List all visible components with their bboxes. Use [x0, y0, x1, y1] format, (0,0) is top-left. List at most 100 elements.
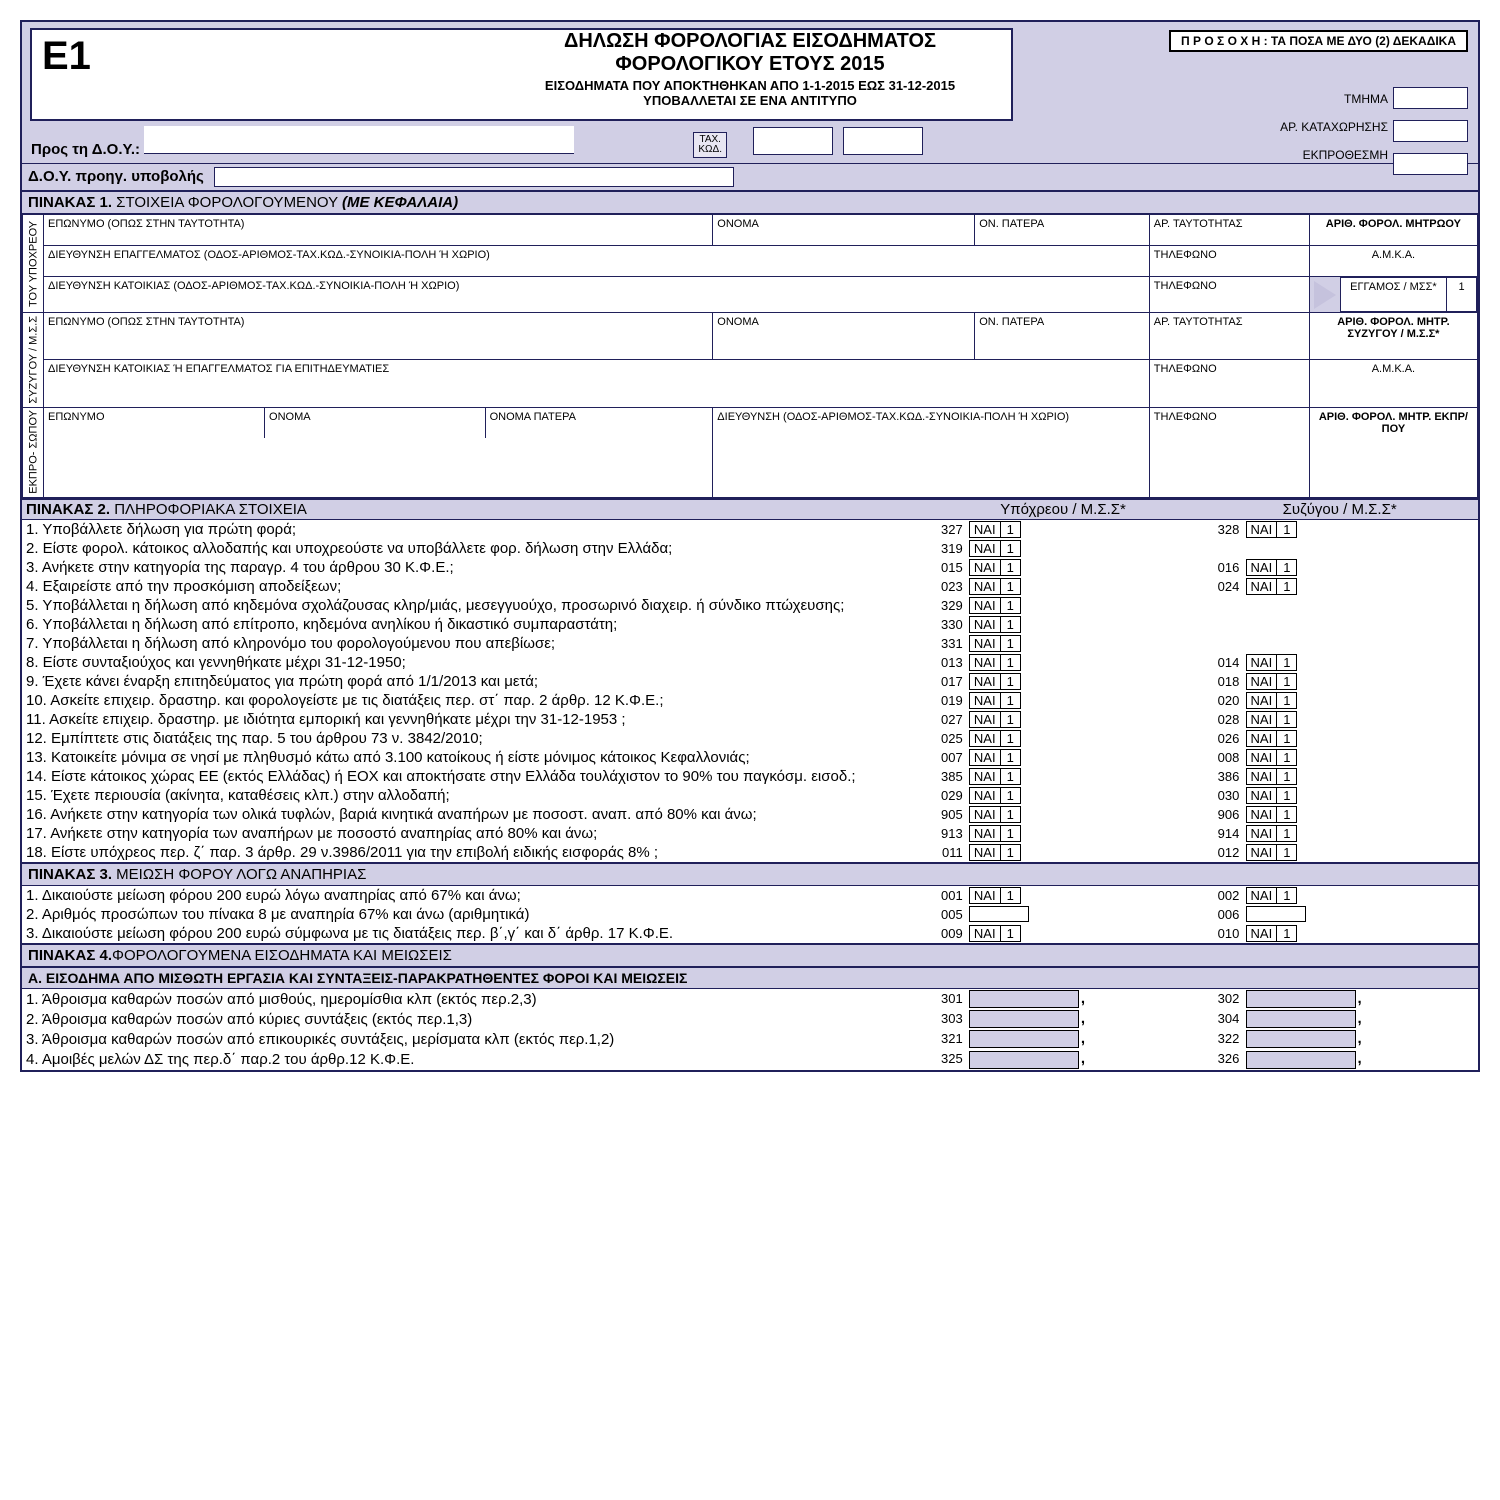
nai-box[interactable]: ΝΑΙ	[969, 540, 1001, 557]
amount-input[interactable]	[969, 1051, 1079, 1069]
ekpro-field[interactable]	[1393, 153, 1468, 175]
nai-box[interactable]: ΝΑΙ	[1246, 787, 1278, 804]
tmima-field[interactable]	[1393, 87, 1468, 109]
amount-input[interactable]	[969, 1030, 1079, 1048]
one-box[interactable]: 1	[1000, 616, 1021, 633]
amount-input[interactable]	[969, 990, 1079, 1008]
one-box[interactable]: 1	[1276, 768, 1297, 785]
one-box[interactable]: 1	[1000, 749, 1021, 766]
nai-box[interactable]: ΝΑΙ	[969, 635, 1001, 652]
one-box[interactable]: 1	[1276, 825, 1297, 842]
nai-box[interactable]: ΝΑΙ	[969, 616, 1001, 633]
arkat-field[interactable]	[1393, 120, 1468, 142]
nai-box[interactable]: ΝΑΙ	[969, 559, 1001, 576]
one-box[interactable]: 1	[1000, 844, 1021, 861]
one-box[interactable]: 1	[1000, 673, 1021, 690]
nai-box[interactable]: ΝΑΙ	[1246, 844, 1278, 861]
amount-input[interactable]	[969, 1010, 1079, 1028]
one-box[interactable]: 1	[1000, 559, 1021, 576]
nai-box[interactable]: ΝΑΙ	[969, 768, 1001, 785]
subtitle-2: ΥΠΟΒΑΛΛΕΤΑΙ ΣΕ ΕΝΑ ΑΝΤΙΤΥΠΟ	[22, 93, 1478, 108]
one-box[interactable]: 1	[1000, 521, 1021, 538]
nai-box[interactable]: ΝΑΙ	[969, 578, 1001, 595]
code: 030	[1205, 788, 1241, 803]
one-box[interactable]: 1	[1000, 654, 1021, 671]
one-box[interactable]: 1	[1276, 578, 1297, 595]
nai-box[interactable]: ΝΑΙ	[969, 711, 1001, 728]
nai-box[interactable]: ΝΑΙ	[969, 844, 1001, 861]
nai-box[interactable]: ΝΑΙ	[969, 730, 1001, 747]
one-box[interactable]: 1	[1000, 635, 1021, 652]
amount-input[interactable]	[1246, 1030, 1356, 1048]
one-box[interactable]: 1	[1000, 887, 1021, 904]
lbl: ΑΡ. ΤΑΥΤΟΤΗΤΑΣ	[1154, 316, 1243, 328]
nai-box[interactable]: ΝΑΙ	[969, 521, 1001, 538]
p4-row: 1. Άθροισμα καθαρών ποσών από μισθούς, η…	[22, 989, 1478, 1009]
amount-input[interactable]	[1246, 1010, 1356, 1028]
extra-input[interactable]	[843, 127, 923, 155]
nai-box[interactable]: ΝΑΙ	[1246, 578, 1278, 595]
nai-box[interactable]: ΝΑΙ	[969, 825, 1001, 842]
doy-input[interactable]	[144, 126, 574, 154]
prev-doy-input[interactable]	[214, 167, 734, 187]
side-ek: ΕΚΠΡΟ- ΣΩΠΟΥ	[23, 407, 44, 498]
nai-box[interactable]: ΝΑΙ	[1246, 887, 1278, 904]
one-box[interactable]: 1	[1000, 711, 1021, 728]
nai-box[interactable]: ΝΑΙ	[1246, 925, 1278, 942]
one-box[interactable]: 1	[1000, 768, 1021, 785]
nai-box[interactable]: ΝΑΙ	[969, 692, 1001, 709]
one-box[interactable]: 1	[1000, 925, 1021, 942]
num-box[interactable]	[1246, 906, 1306, 922]
one-box[interactable]: 1	[1000, 578, 1021, 595]
nai-box[interactable]: ΝΑΙ	[969, 806, 1001, 823]
nai-box[interactable]: ΝΑΙ	[1246, 559, 1278, 576]
one-box[interactable]: 1	[1000, 597, 1021, 614]
one-box[interactable]: 1	[1276, 925, 1297, 942]
nai-box[interactable]: ΝΑΙ	[1246, 768, 1278, 785]
nai-box[interactable]: ΝΑΙ	[969, 597, 1001, 614]
marry-val[interactable]: 1	[1458, 281, 1464, 293]
one-box[interactable]: 1	[1276, 806, 1297, 823]
nai-box[interactable]: ΝΑΙ	[1246, 521, 1278, 538]
taxkwd-input[interactable]	[753, 127, 833, 155]
one-box[interactable]: 1	[1276, 749, 1297, 766]
nai-box[interactable]: ΝΑΙ	[1246, 806, 1278, 823]
one-box[interactable]: 1	[1000, 825, 1021, 842]
nai-box[interactable]: ΝΑΙ	[1246, 673, 1278, 690]
one-box[interactable]: 1	[1000, 806, 1021, 823]
one-box[interactable]: 1	[1000, 540, 1021, 557]
one-box[interactable]: 1	[1000, 692, 1021, 709]
one-box[interactable]: 1	[1276, 559, 1297, 576]
one-box[interactable]: 1	[1276, 654, 1297, 671]
one-box[interactable]: 1	[1276, 787, 1297, 804]
one-box[interactable]: 1	[1276, 521, 1297, 538]
one-box[interactable]: 1	[1000, 787, 1021, 804]
nai-box[interactable]: ΝΑΙ	[1246, 711, 1278, 728]
nai-box[interactable]: ΝΑΙ	[969, 749, 1001, 766]
amount-input[interactable]	[1246, 990, 1356, 1008]
one-box[interactable]: 1	[1000, 730, 1021, 747]
nai-box[interactable]: ΝΑΙ	[969, 787, 1001, 804]
code: 009	[929, 926, 965, 941]
nai-box[interactable]: ΝΑΙ	[1246, 692, 1278, 709]
nai-box[interactable]: ΝΑΙ	[1246, 654, 1278, 671]
one-box[interactable]: 1	[1276, 844, 1297, 861]
amount-input[interactable]	[1246, 1051, 1356, 1069]
one-box[interactable]: 1	[1276, 887, 1297, 904]
one-box[interactable]: 1	[1276, 673, 1297, 690]
lbl: Α.Μ.Κ.Α.	[1372, 249, 1415, 261]
nai-box[interactable]: ΝΑΙ	[969, 654, 1001, 671]
one-box[interactable]: 1	[1276, 711, 1297, 728]
pros-row: Προς τη Δ.Ο.Υ.: ΤΑΧ.ΚΩΔ.	[30, 125, 1470, 159]
nai-box[interactable]: ΝΑΙ	[1246, 825, 1278, 842]
num-box[interactable]	[969, 906, 1029, 922]
nai-box[interactable]: ΝΑΙ	[1246, 730, 1278, 747]
one-box[interactable]: 1	[1276, 692, 1297, 709]
one-box[interactable]: 1	[1276, 730, 1297, 747]
nai-box[interactable]: ΝΑΙ	[969, 673, 1001, 690]
nai-box[interactable]: ΝΑΙ	[969, 925, 1001, 942]
p2-row: 10. Ασκείτε επιχειρ. δραστηρ. και φορολο…	[22, 691, 1478, 710]
p2-row: 15. Έχετε περιουσία (ακίνητα, καταθέσεις…	[22, 786, 1478, 805]
nai-box[interactable]: ΝΑΙ	[1246, 749, 1278, 766]
nai-box[interactable]: ΝΑΙ	[969, 887, 1001, 904]
